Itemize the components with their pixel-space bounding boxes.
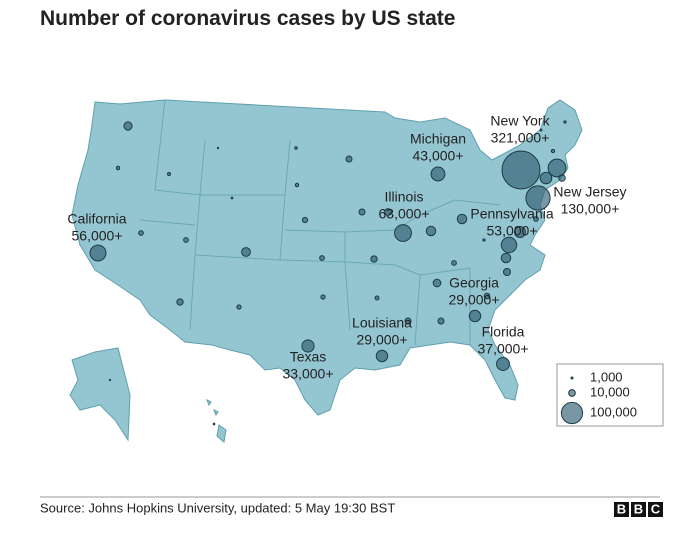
state-bubble xyxy=(500,236,518,254)
state-bubble xyxy=(167,172,171,176)
state-bubble xyxy=(394,224,412,242)
state-value: 37,000+ xyxy=(478,341,529,357)
state-bubble xyxy=(241,247,251,257)
state-bubble xyxy=(539,171,553,185)
state-bubble xyxy=(539,128,543,132)
state-bubble xyxy=(456,213,468,225)
state-bubble xyxy=(374,295,380,301)
state-bubble xyxy=(404,317,412,325)
state-value: 33,000+ xyxy=(283,366,334,382)
state-bubble xyxy=(319,255,325,261)
us-map xyxy=(69,99,583,443)
state-bubble xyxy=(301,339,315,353)
state-bubble xyxy=(482,238,486,242)
state-bubble xyxy=(547,158,567,178)
state-bubble xyxy=(236,304,242,310)
legend-label: 10,000 xyxy=(590,384,630,399)
source: Source: Johns Hopkins University, update… xyxy=(40,500,395,515)
logo-letter: B xyxy=(617,501,626,516)
state-bubble xyxy=(502,267,512,277)
legend-bubble xyxy=(570,376,574,380)
state-name: Louisiana xyxy=(352,315,412,331)
state-name: Texas xyxy=(290,349,327,365)
state-name: Illinois xyxy=(385,189,424,205)
logo-letter: C xyxy=(651,501,661,516)
state-bubble xyxy=(375,349,389,363)
state-name: Pennsylvania xyxy=(470,206,553,222)
state-value: 321,000+ xyxy=(491,130,550,146)
state-name: Georgia xyxy=(449,275,499,291)
state-bubble xyxy=(437,317,445,325)
state-bubble xyxy=(294,146,298,150)
state-value: 53,000+ xyxy=(487,223,538,239)
state-bubble xyxy=(138,230,144,236)
state-value: 130,000+ xyxy=(561,201,620,217)
state-bubble xyxy=(451,260,457,266)
state-bubble xyxy=(525,185,551,211)
state-bubble xyxy=(500,252,512,264)
state-value: 56,000+ xyxy=(72,228,123,244)
state-bubble xyxy=(230,196,234,200)
state-name: New Jersey xyxy=(553,184,626,200)
state-bubble xyxy=(550,148,556,154)
state-name: California xyxy=(67,211,126,227)
state-name: Michigan xyxy=(410,131,466,147)
bubbles xyxy=(89,120,567,426)
state-bubble xyxy=(212,422,216,426)
logo-letter: B xyxy=(634,501,643,516)
alaska xyxy=(69,347,131,442)
state-bubble xyxy=(501,150,541,190)
state-bubble xyxy=(533,216,539,222)
state-bubble xyxy=(108,378,112,382)
title: Number of coronavirus cases by US state xyxy=(40,7,455,30)
state-value: 63,000+ xyxy=(379,206,430,222)
state-borders xyxy=(139,99,501,346)
state-value: 29,000+ xyxy=(449,292,500,308)
state-value: 29,000+ xyxy=(357,332,408,348)
state-bubble xyxy=(123,121,133,131)
state-bubble xyxy=(558,174,566,182)
logo-block xyxy=(631,502,646,517)
logo-block xyxy=(614,502,629,517)
state-bubble xyxy=(468,309,482,323)
legend-label: 1,000 xyxy=(590,369,623,384)
state-bubble xyxy=(483,292,491,300)
legend-label: 100,000 xyxy=(590,404,637,419)
state-bubble xyxy=(183,237,189,243)
state-bubble xyxy=(430,166,446,182)
state-bubble xyxy=(563,120,567,124)
state-name: Florida xyxy=(482,324,525,340)
state-bubble xyxy=(320,294,326,300)
state-value: 43,000+ xyxy=(413,148,464,164)
state-bubble xyxy=(384,208,392,216)
state-bubble xyxy=(294,182,300,188)
state-bubble xyxy=(176,298,184,306)
state-bubble xyxy=(301,216,309,224)
state-bubble xyxy=(496,357,510,371)
state-bubble xyxy=(345,155,353,163)
state-bubble xyxy=(425,225,437,237)
state-bubble xyxy=(115,165,121,171)
logo-block xyxy=(648,502,663,517)
legend-bubble xyxy=(560,401,584,425)
state-name: New York xyxy=(490,113,550,129)
hawaii xyxy=(206,398,227,443)
state-bubble xyxy=(89,244,107,262)
legend-bubble xyxy=(568,389,576,397)
state-bubble xyxy=(432,278,442,288)
state-bubble xyxy=(370,255,378,263)
state-bubble xyxy=(358,208,366,216)
state-bubble xyxy=(216,146,220,150)
state-bubble xyxy=(513,225,527,239)
